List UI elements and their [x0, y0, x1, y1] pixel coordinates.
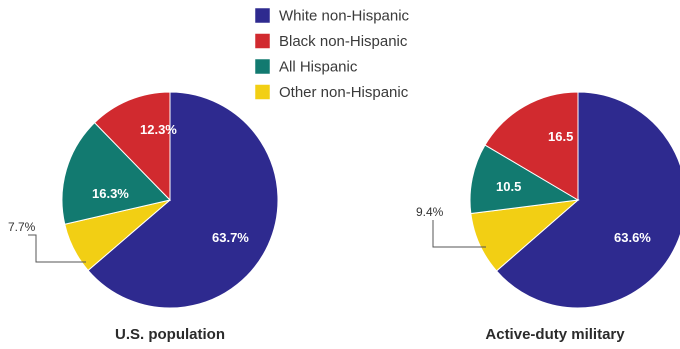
- pie-title: Active-duty military: [485, 326, 625, 343]
- pie-us-population: 63.7% 12.3% 16.3% 7.7% U.S. population: [8, 91, 279, 343]
- data-label-other-non-hispanic: 9.4%: [416, 205, 444, 219]
- leader-line-other-non-hispanic: [432, 220, 486, 248]
- legend-label-all-hispanic: All Hispanic: [279, 59, 358, 76]
- data-label-black-non-hispanic: 12.3%: [140, 122, 177, 137]
- legend-swatch-black-non-hispanic: [254, 33, 271, 49]
- legend-swatch-white-non-hispanic: [254, 7, 271, 24]
- legend-swatch-other-non-hispanic: [254, 84, 271, 100]
- legend-label-other-non-hispanic: Other non-Hispanic: [279, 84, 409, 101]
- legend: White non-Hispanic Black non-Hispanic All …: [254, 7, 410, 101]
- data-label-all-hispanic: 16.3%: [92, 186, 129, 201]
- pie-active-duty-military: 63.6% 16.5 10.5 9.4% Active-duty military: [416, 91, 680, 343]
- leader-line-other-non-hispanic: [28, 234, 86, 263]
- data-label-other-non-hispanic: 7.7%: [8, 220, 36, 234]
- legend-label-white-non-hispanic: White non-Hispanic: [279, 8, 410, 25]
- legend-swatch-all-hispanic: [254, 58, 271, 75]
- pie-slice-all-hispanic: [61, 121, 171, 225]
- data-label-white-non-hispanic: 63.6%: [614, 230, 651, 245]
- legend-label-black-non-hispanic: Black non-Hispanic: [279, 33, 408, 50]
- pie-slice-black-non-hispanic: [93, 91, 171, 202]
- data-label-black-non-hispanic: 16.5: [548, 129, 573, 144]
- pie-slice-all-hispanic: [469, 144, 580, 215]
- pie-slice-black-non-hispanic: [484, 91, 579, 201]
- pie-slice-white-non-hispanic: [87, 91, 279, 309]
- pie-slice-white-non-hispanic: [495, 91, 680, 309]
- data-label-all-hispanic: 10.5: [496, 179, 521, 194]
- data-label-white-non-hispanic: 63.7%: [212, 230, 249, 245]
- pie-title: U.S. population: [115, 326, 225, 343]
